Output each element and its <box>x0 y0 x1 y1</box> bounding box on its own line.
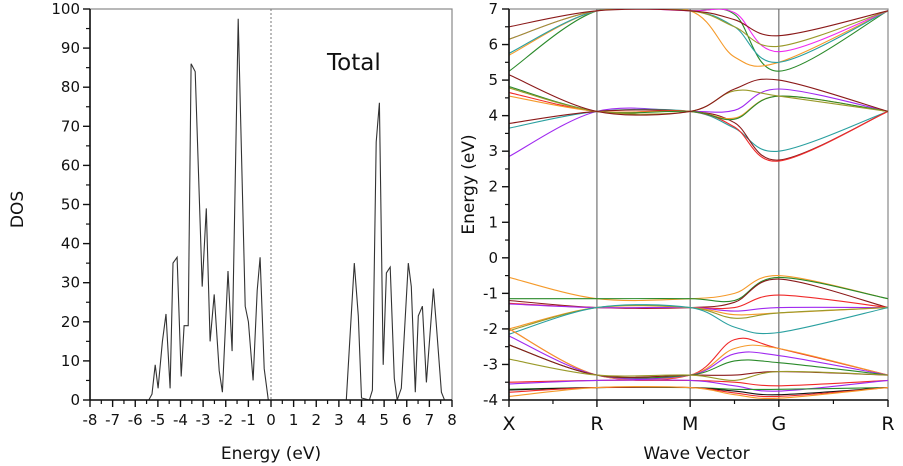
dos-x-tick-label: -3 <box>196 411 211 429</box>
dos-x-tick-label: -7 <box>105 411 120 429</box>
dos-y-axis: 0 10 20 30 40 50 60 70 80 90 100 <box>51 0 91 409</box>
dos-x-tick-label: -6 <box>128 411 143 429</box>
dos-y-tick-label: 10 <box>61 352 80 370</box>
dos-x-tick-label: -4 <box>173 411 188 429</box>
dos-x-tick-label: 8 <box>447 411 457 429</box>
dos-y-tick-label: 70 <box>61 117 80 135</box>
dos-y-tick-label: 20 <box>61 313 80 331</box>
dos-x-tick-label: -1 <box>241 411 256 429</box>
band-line-band-c8 <box>509 74 888 116</box>
dos-x-tick-label: -5 <box>150 411 165 429</box>
dos-x-tick-label: 6 <box>402 411 412 429</box>
band-kpoint-dividers <box>596 9 780 400</box>
dos-x-tick-label: -8 <box>83 411 98 429</box>
dos-series-line-total <box>90 18 452 401</box>
band-line-band-c2 <box>509 108 888 152</box>
band-y-axis: -4 -3 -2 -1 0 1 2 3 4 5 6 7 <box>483 0 510 409</box>
dos-y-tick-label: 40 <box>61 235 80 253</box>
band-y-tick-label: 1 <box>488 213 498 231</box>
band-y-tick-label: -3 <box>483 355 498 373</box>
dos-x-tick-label: 0 <box>266 411 276 429</box>
dos-x-tick-label: 3 <box>334 411 344 429</box>
band-plot-frame <box>508 8 889 401</box>
dos-x-axis: -8 -7 -6 -5 -4 -3 -2 -1 0 1 2 3 4 5 6 7 8 <box>83 399 457 429</box>
band-y-tick-label: 3 <box>488 142 498 160</box>
dos-y-axis-title: DOS <box>8 191 28 228</box>
dos-series-group <box>90 18 452 401</box>
band-y-tick-label: -1 <box>483 284 498 302</box>
dos-x-tick-label: -2 <box>218 411 233 429</box>
band-line-band-v16 <box>509 379 888 392</box>
band-line-band-v10 <box>509 328 888 381</box>
band-x-axis-title: Wave Vector <box>643 444 749 464</box>
dos-y-tick-label: 90 <box>61 39 80 57</box>
band-y-tick-label: 2 <box>488 178 498 196</box>
band-line-band-c11 <box>509 9 888 63</box>
band-structure-panel: X R M G R -4 -3 -2 -1 0 1 2 3 4 5 6 7 Wave Vector Energ… <box>459 0 895 464</box>
dos-x-tick-label: 7 <box>425 411 435 429</box>
band-line-band-c13 <box>509 9 888 48</box>
band-y-tick-label: 6 <box>488 36 498 54</box>
dos-y-tick-label: 60 <box>61 156 80 174</box>
band-line-band-v1 <box>509 275 888 302</box>
band-y-tick-label: 4 <box>488 107 498 125</box>
kpoint-label-r: R <box>590 413 603 435</box>
dos-x-tick-label: 5 <box>379 411 389 429</box>
band-y-tick-label: 7 <box>488 0 498 18</box>
dos-x-axis-title: Energy (eV) <box>221 444 321 464</box>
band-line-band-v2 <box>509 276 888 303</box>
dos-x-tick-label: 2 <box>311 411 321 429</box>
kpoint-label-r: R <box>881 413 894 435</box>
band-line-band-v20 <box>509 386 888 400</box>
band-y-axis-title: Energy (eV) <box>459 134 479 234</box>
dos-y-tick-label: 30 <box>61 274 80 292</box>
kpoint-label-g: G <box>771 413 786 435</box>
band-line-band-c14 <box>509 9 888 37</box>
band-line-band-c1 <box>509 88 888 157</box>
dos-panel: -8 -7 -6 -5 -4 -3 -2 -1 0 1 2 3 4 5 6 7 8 01020304050607… <box>8 0 457 464</box>
band-line-band-v5 <box>509 303 888 312</box>
band-y-tick-label: -2 <box>483 320 498 338</box>
dos-x-tick-label: 4 <box>357 411 367 429</box>
band-y-tick-label: 0 <box>488 249 498 267</box>
band-line-band-v3 <box>509 278 888 309</box>
kpoint-label-x: X <box>502 413 515 435</box>
dos-x-tick-label: 1 <box>289 411 299 429</box>
band-line-band-v14 <box>509 358 888 381</box>
band-y-tick-label: -4 <box>483 391 498 409</box>
dos-y-tick-label: 80 <box>61 78 80 96</box>
band-y-tick-label: 5 <box>488 71 498 89</box>
dos-y-tick-label: 50 <box>61 196 80 214</box>
dos-annotation-total: Total <box>326 50 381 76</box>
kpoint-label-m: M <box>682 413 698 435</box>
band-line-band-v8 <box>509 304 888 335</box>
dos-y-tick-label: 0 <box>70 391 80 409</box>
band-line-band-c9 <box>509 9 888 72</box>
band-series-group <box>509 9 888 400</box>
dos-y-tick-label: 100 <box>51 0 80 18</box>
band-line-band-v11 <box>509 335 888 380</box>
